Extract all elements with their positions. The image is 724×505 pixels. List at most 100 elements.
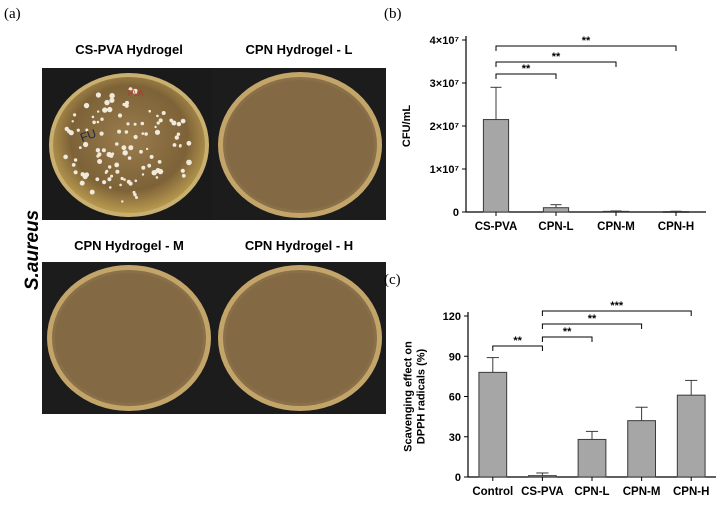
colony: [101, 148, 106, 153]
y-tick-label: 1×10⁷: [430, 164, 460, 176]
colony: [83, 141, 89, 148]
plate-title-cpn-l: CPN Hydrogel - L: [245, 42, 353, 57]
plate-title-cpn-h: CPN Hydrogel - H: [244, 238, 354, 253]
y-tick-label: 0: [455, 472, 461, 484]
colony: [64, 126, 69, 132]
colony: [117, 129, 122, 134]
y-tick-label: 30: [449, 432, 461, 444]
colony: [97, 159, 103, 164]
colony: [115, 169, 120, 174]
colony: [78, 146, 82, 149]
panel-b-label: (b): [384, 6, 402, 22]
colony: [79, 180, 85, 186]
colony: [171, 120, 177, 126]
colony: [102, 180, 107, 185]
colony: [172, 143, 177, 147]
y-tick-label: 60: [449, 392, 461, 404]
bar-cpn-l: [542, 207, 570, 213]
colony: [149, 154, 154, 159]
petri-dish-cs-pva: FU PVA: [42, 68, 216, 220]
colony: [111, 152, 115, 156]
colony: [128, 145, 134, 151]
colony: [126, 122, 130, 126]
colony: [158, 118, 163, 123]
colony: [109, 186, 112, 189]
colony: [124, 130, 129, 134]
colony: [122, 152, 126, 155]
x-tick-label: CPN-L: [538, 221, 573, 233]
colony: [127, 156, 132, 160]
colony: [126, 179, 131, 184]
colony: [95, 148, 101, 153]
colony: [73, 158, 78, 162]
significance-bracket: [541, 323, 643, 329]
colony: [178, 144, 182, 148]
y-axis-label: Scavenging effect onDPPH radicals (%): [403, 341, 428, 452]
colony: [110, 174, 114, 178]
colony: [176, 121, 182, 127]
colony: [71, 120, 74, 123]
colony: [95, 177, 100, 182]
colony: [180, 168, 185, 173]
colony: [134, 179, 138, 183]
colony: [132, 88, 138, 95]
significance-label: **: [588, 313, 597, 325]
colony: [121, 200, 124, 203]
colony: [100, 117, 104, 121]
colony: [174, 135, 179, 140]
colony: [155, 176, 159, 179]
panel-c-label: (c): [384, 272, 401, 288]
significance-bracket: [492, 345, 543, 351]
colony: [117, 113, 123, 118]
colony: [119, 183, 122, 187]
colony: [107, 177, 112, 182]
bar-cpn-h: [676, 394, 706, 478]
x-tick-label: Control: [472, 486, 513, 498]
colony: [73, 113, 77, 117]
colony: [92, 120, 96, 125]
y-tick-label: 4×10⁷: [430, 35, 460, 47]
colony: [145, 147, 149, 151]
colony: [89, 189, 95, 195]
colony: [180, 118, 186, 124]
colony: [85, 128, 89, 132]
colony: [73, 170, 78, 175]
petri-dish-cpn-l: [212, 68, 386, 220]
x-tick-label: CS-PVA: [521, 486, 564, 498]
y-tick-label: 90: [449, 351, 461, 363]
y-tick-label: 2×10⁷: [430, 121, 460, 133]
colony: [123, 178, 126, 181]
significance-bracket: [495, 73, 557, 79]
significance-bracket: [495, 45, 677, 51]
colony: [133, 122, 137, 126]
y-tick-label: 3×10⁷: [430, 78, 460, 90]
colony: [108, 165, 112, 169]
x-tick-label: CPN-M: [623, 486, 661, 498]
dpph-bar-chart: 0 30 60 90 120 Scavenging effect onDPPH radic…: [403, 300, 716, 498]
colony: [106, 151, 112, 158]
colony: [186, 159, 192, 166]
colony: [63, 154, 68, 160]
significance-label: **: [552, 51, 561, 63]
colony: [83, 102, 90, 109]
colony: [91, 115, 95, 119]
colony: [156, 114, 159, 118]
colony: [103, 109, 107, 112]
colony: [99, 131, 104, 136]
colony: [133, 193, 137, 197]
significance-label: **: [563, 326, 572, 338]
colony: [96, 154, 100, 158]
colony: [76, 128, 80, 132]
significance-label: **: [513, 335, 522, 347]
petri-dish-cpn-m: [42, 262, 216, 414]
colony: [139, 149, 143, 154]
colony: [122, 102, 126, 107]
significance-label: **: [582, 35, 591, 47]
colony: [125, 100, 129, 105]
y-axis-label: CFU/mL: [401, 105, 413, 147]
colony: [147, 163, 152, 168]
colony: [161, 111, 166, 115]
colony: [144, 132, 148, 136]
colony: [115, 142, 119, 146]
bar-control: [478, 371, 508, 478]
